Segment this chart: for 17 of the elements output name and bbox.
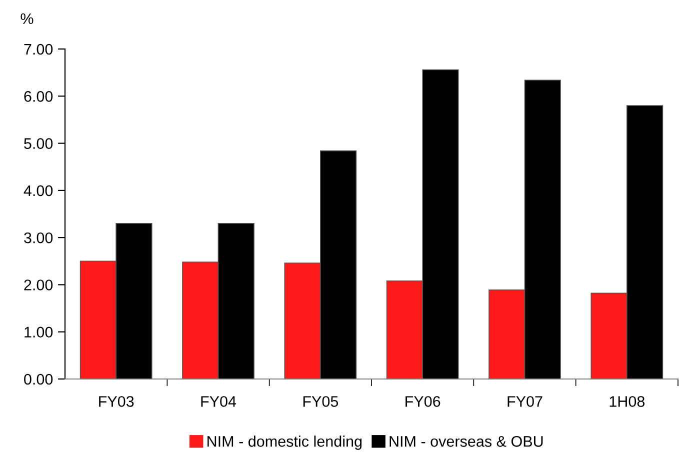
x-tick-label: FY07 xyxy=(508,396,542,407)
y-tick-label: 2.00 xyxy=(24,280,53,290)
y-tick-label: 6.00 xyxy=(24,91,53,102)
x-tick-label: FY03 xyxy=(99,396,134,407)
legend-label: NIM - overseas & OBU xyxy=(390,436,543,447)
y-tick-label: 4.00 xyxy=(24,185,53,196)
y-tick-label: 7.00 xyxy=(24,44,53,55)
y-tick-label: 0.00 xyxy=(24,374,53,385)
x-tick-label: FY06 xyxy=(406,396,440,407)
y-tick-label: 1.00 xyxy=(24,326,53,338)
x-tick-label: 1H08 xyxy=(610,396,645,407)
x-tick-label: FY05 xyxy=(303,396,338,407)
y-axis-title: % xyxy=(20,13,34,24)
x-tick-label: FY04 xyxy=(201,396,236,407)
legend-label: NIM - domestic lending xyxy=(208,436,362,450)
y-tick-label: 3.00 xyxy=(24,232,53,244)
y-tick-label: 5.00 xyxy=(24,138,53,149)
